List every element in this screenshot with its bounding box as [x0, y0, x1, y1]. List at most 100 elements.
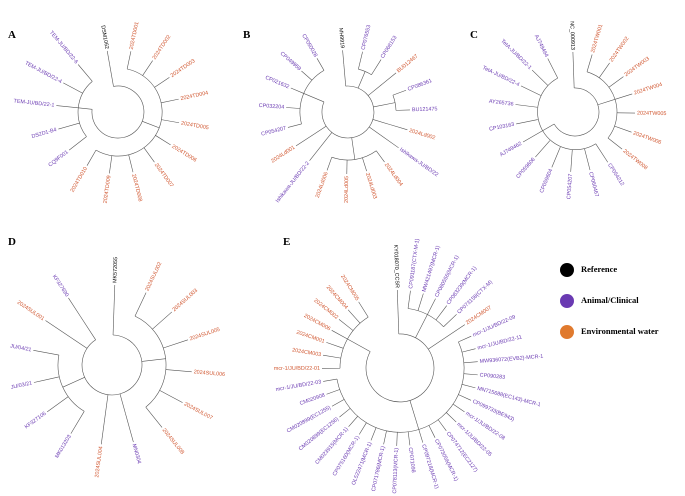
- legend-label: Animal/Clinical: [581, 295, 639, 305]
- branch: [323, 354, 341, 359]
- branch: [70, 336, 88, 349]
- branch: [516, 119, 538, 125]
- branch: [437, 419, 447, 431]
- branch: [407, 290, 411, 309]
- branch-arc: [91, 85, 145, 139]
- leaf-label: 2024TW008: [622, 148, 649, 171]
- branch: [428, 425, 436, 438]
- leaf-label: 2024SUL001: [16, 300, 46, 323]
- branch: [458, 394, 472, 401]
- branch: [70, 411, 85, 434]
- leaf-label: 2024TW003: [624, 56, 651, 78]
- branch: [86, 149, 97, 166]
- legend-swatch: [560, 294, 574, 308]
- branch-arc: [336, 341, 465, 433]
- leaf-label: 2024TD003: [170, 58, 197, 79]
- leaf-label: CP054212: [606, 162, 625, 187]
- leaf-label: KF327106: [24, 411, 48, 430]
- leaf-label: TEM-JU/BD/22-1: [13, 98, 54, 108]
- branch: [397, 304, 400, 335]
- branch: [339, 408, 351, 418]
- leaf-label: CP054207: [566, 174, 574, 200]
- branch: [531, 69, 549, 86]
- branch: [295, 133, 315, 147]
- leaf-label: 2024CM002: [312, 298, 339, 321]
- branch: [607, 137, 623, 150]
- panel-letter: E: [283, 236, 290, 248]
- leaf-label: 2024Ld002: [408, 128, 436, 142]
- branch: [338, 319, 354, 331]
- leaf-label: CP054207: [261, 126, 287, 138]
- legend-swatch: [560, 263, 574, 277]
- branch: [134, 292, 147, 317]
- branch: [142, 121, 160, 129]
- branch: [597, 99, 616, 106]
- branch: [119, 393, 126, 414]
- leaf-label: MW936072(EVB2)-MCR-1: [479, 354, 543, 365]
- branch: [541, 123, 555, 132]
- panel-letter: A: [8, 29, 16, 41]
- leaf-label: CP078113(MCR-1): [392, 448, 400, 494]
- branch: [290, 87, 304, 94]
- branch: [515, 104, 538, 108]
- leaf-label: CP059604: [539, 168, 554, 194]
- branch-arc: [321, 85, 375, 139]
- branch: [614, 93, 633, 100]
- branch-arc: [365, 333, 435, 403]
- branch-arc: [358, 68, 372, 76]
- branch: [63, 82, 83, 94]
- branch: [380, 134, 399, 149]
- branch: [383, 430, 387, 445]
- leaf-label: BU121475: [412, 106, 438, 113]
- branch: [407, 431, 411, 446]
- branch: [141, 358, 166, 362]
- branch: [303, 93, 325, 103]
- leaf-label: 2024Ld001: [270, 145, 296, 165]
- leaf-label: Ishikawa-JU/BD/22-2: [275, 161, 311, 204]
- branch: [370, 427, 377, 441]
- branch: [362, 157, 367, 172]
- branch: [326, 342, 344, 349]
- branch: [33, 350, 59, 356]
- leaf-label: KY018070_CCSR: [392, 244, 400, 288]
- branch: [396, 431, 398, 446]
- leaf-label: 2024TD009: [103, 175, 113, 204]
- leaf-label: CP103163: [489, 122, 515, 133]
- leaf-label: CP050028: [300, 33, 318, 58]
- branch: [351, 137, 356, 160]
- branch: [62, 377, 85, 388]
- leaf-label: KF327690: [51, 274, 70, 298]
- leaf-label: TEM-JU/BD/22-4: [24, 60, 63, 85]
- leaf-label: 2024TW002: [609, 36, 631, 63]
- leaf-label: CP049959: [279, 51, 302, 72]
- leaf-label: mcr-1/JU/BD/22-01: [274, 366, 320, 372]
- leaf-label: 2024SUL003: [172, 288, 200, 313]
- branch: [161, 119, 180, 124]
- branch: [358, 422, 367, 435]
- branch: [68, 297, 81, 317]
- branch: [535, 140, 551, 158]
- leaf-label: 2024TD004: [180, 90, 209, 102]
- branch-arc: [537, 77, 596, 150]
- leaf-label: 2024SUL008: [161, 427, 185, 455]
- leaf-label: JU/04/21: [10, 343, 32, 353]
- branch: [326, 389, 340, 395]
- branch: [113, 285, 116, 308]
- leaf-label: CP032204: [259, 103, 285, 111]
- leaf-label: CM020908: [299, 392, 326, 406]
- legend-swatch: [560, 325, 574, 339]
- leaf-label: 2024TD002: [152, 34, 173, 61]
- legend-label: Environmental water: [581, 326, 659, 336]
- leaf-label: 2024TW006: [632, 130, 662, 146]
- leaf-label: CP068153: [380, 35, 399, 60]
- branch: [570, 149, 573, 172]
- branch: [392, 89, 407, 96]
- branch: [347, 338, 371, 352]
- leaf-label: 2024TD008: [130, 173, 143, 202]
- branch: [522, 130, 543, 143]
- leaf-label: MK572055: [112, 257, 119, 283]
- branch: [58, 122, 80, 130]
- branch: [584, 148, 591, 171]
- branch: [331, 330, 348, 340]
- branch: [316, 58, 325, 71]
